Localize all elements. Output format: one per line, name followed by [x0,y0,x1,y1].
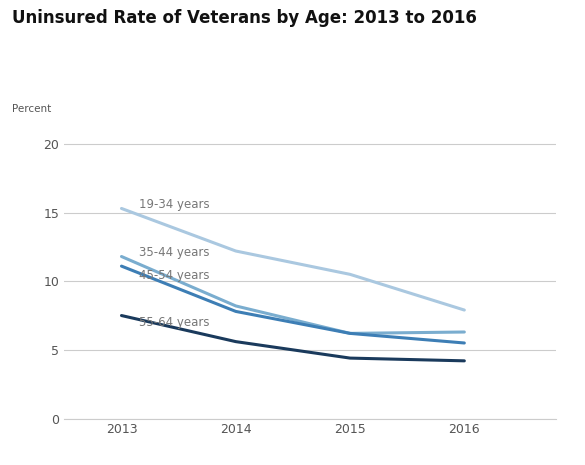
Text: Uninsured Rate of Veterans by Age: 2013 to 2016: Uninsured Rate of Veterans by Age: 2013 … [12,9,477,27]
Text: 55-64 years: 55-64 years [139,316,209,329]
Text: 45-54 years: 45-54 years [139,269,209,282]
Text: 35-44 years: 35-44 years [139,246,209,259]
Text: Percent: Percent [12,104,51,114]
Text: 19-34 years: 19-34 years [139,198,209,211]
